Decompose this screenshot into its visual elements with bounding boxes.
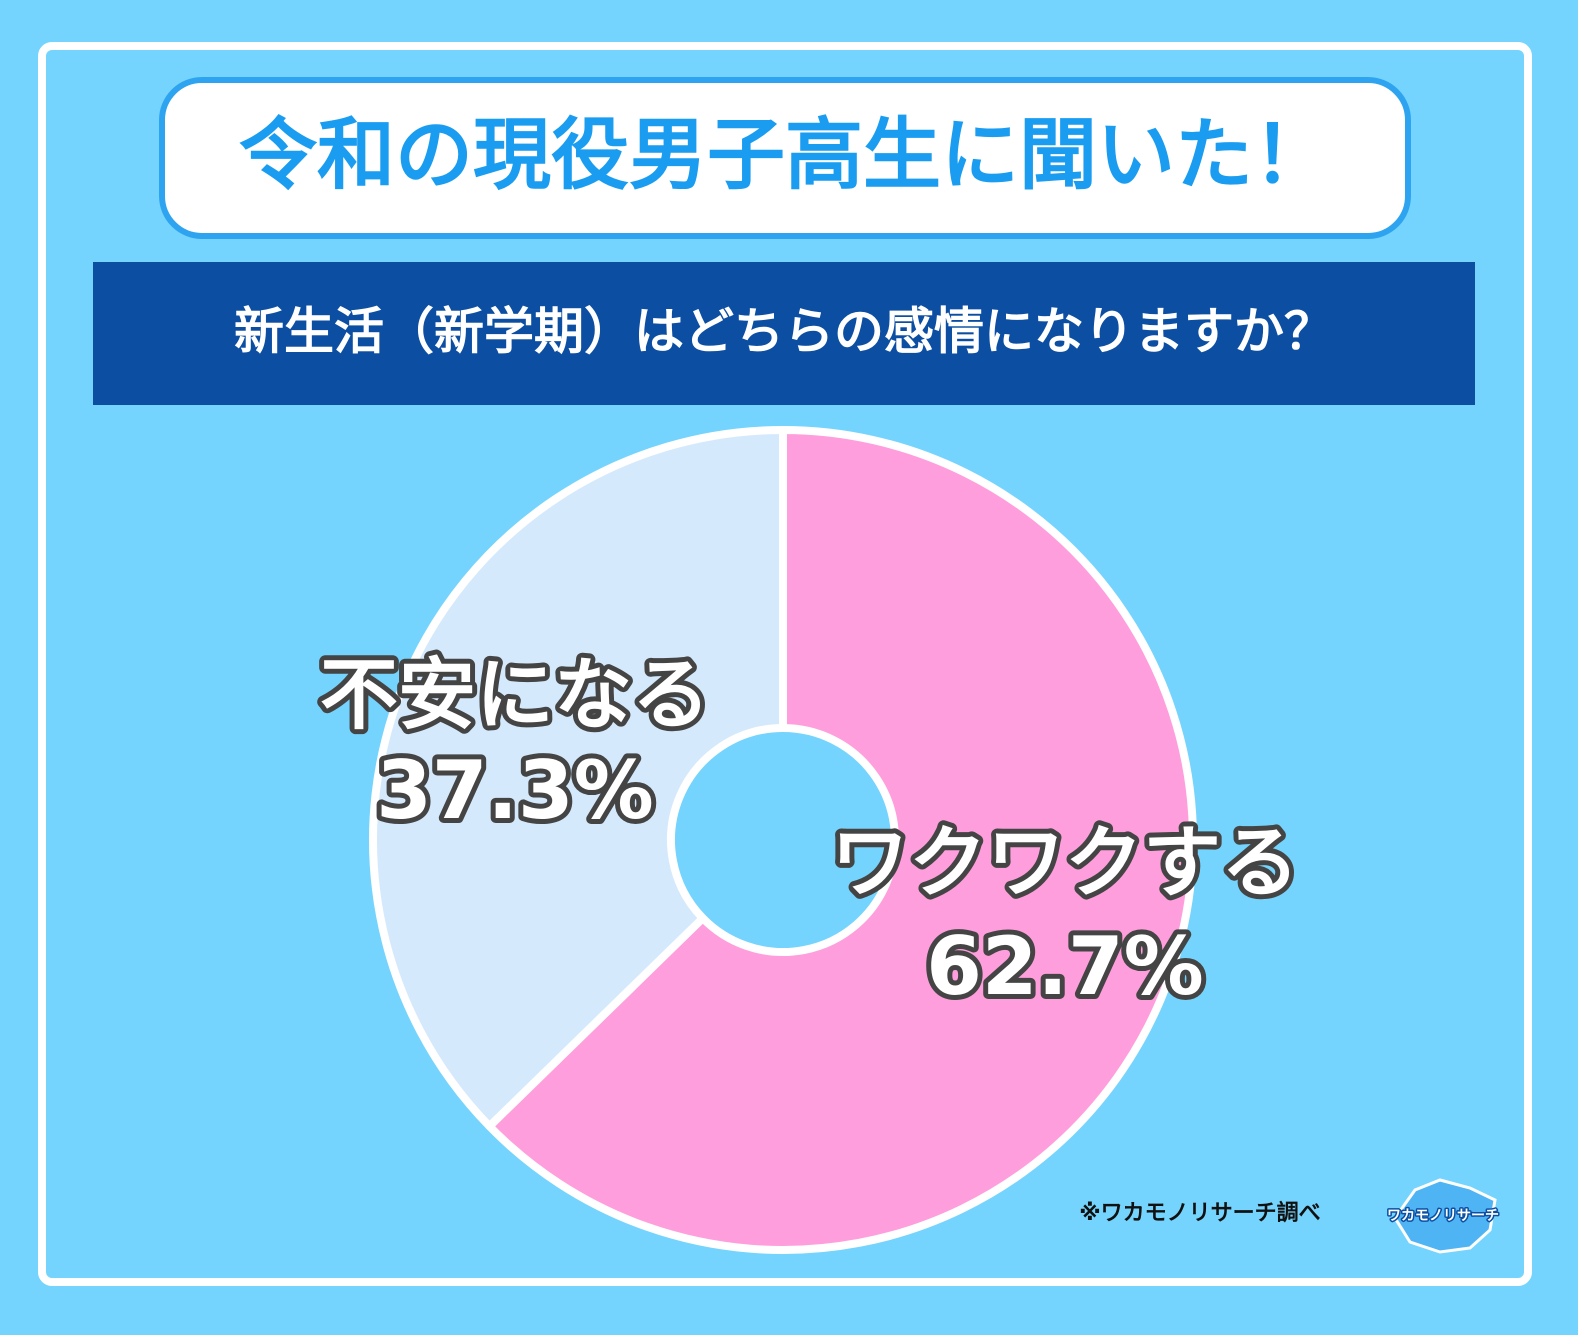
chart-subtitle: 新生活（新学期）はどちらの感情になりますか？ bbox=[234, 303, 1334, 361]
logo: ワカモノリサーチ bbox=[1386, 1178, 1501, 1254]
category-label: 不安になる bbox=[320, 650, 710, 740]
chart-title: 令和の現役男子高生に聞いた！ bbox=[239, 110, 1331, 200]
value-label: 37.3% bbox=[376, 744, 654, 837]
title-box bbox=[159, 77, 1411, 239]
value-label: 62.7% bbox=[926, 920, 1204, 1013]
donut-slice bbox=[485, 426, 1197, 1254]
category-label: ワクワクする bbox=[831, 818, 1299, 908]
logo-text: ワカモノリサーチ bbox=[1387, 1208, 1499, 1224]
donut-slice bbox=[369, 426, 787, 1131]
logo-badge bbox=[1393, 1178, 1497, 1254]
source-note: ※ワカモノリサーチ調べ bbox=[1079, 1200, 1320, 1226]
subtitle-bar bbox=[93, 262, 1475, 405]
